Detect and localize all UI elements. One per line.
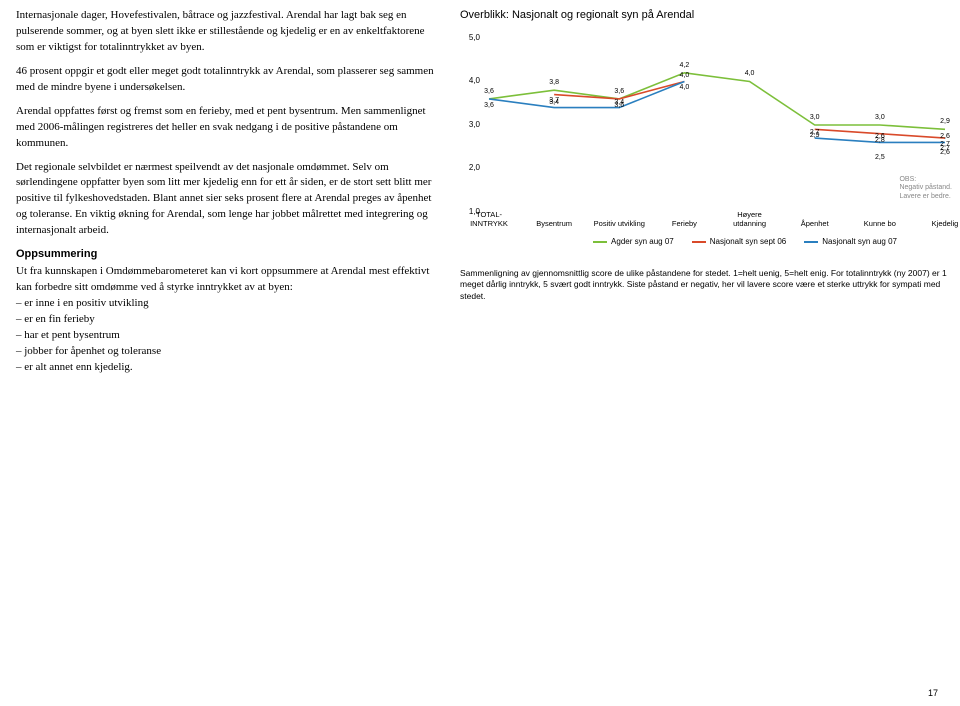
value-label: 3,4 — [614, 98, 624, 108]
summary-heading: Oppsummering — [16, 247, 436, 263]
chart-title: Overblikk: Nasjonalt og regionalt syn på… — [460, 8, 950, 24]
paragraph-2: 46 prosent oppgir et godt eller meget go… — [16, 64, 436, 96]
legend-swatch — [692, 241, 706, 243]
x-label: Kunne bo — [864, 220, 896, 228]
value-label: 3,0 — [875, 113, 885, 123]
y-tick: 4,0 — [460, 76, 480, 88]
x-label: Ferieby — [672, 220, 697, 228]
value-label: 3,4 — [549, 98, 559, 108]
value-label: 3,0 — [810, 113, 820, 123]
value-label: 2,9 — [940, 117, 950, 127]
x-label: Åpenhet — [801, 220, 829, 228]
value-label: 3,6 — [614, 87, 624, 97]
x-label: Bysentrum — [536, 220, 572, 228]
value-label-extra: 2,6 — [940, 148, 950, 158]
note-line-3: Lavere er bedre. — [899, 193, 952, 201]
value-label-extra: 2,5 — [875, 153, 885, 163]
bullet-1: – er inne i en positiv utvikling — [16, 296, 436, 312]
value-label: 3,6 — [484, 101, 494, 111]
value-label: 2,6 — [940, 132, 950, 142]
left-column: Internasjonale dager, Hovefestivalen, bå… — [16, 8, 436, 376]
plot-area: 3,63,63,83,73,43,63,63,44,24,04,04,03,02… — [484, 38, 950, 212]
overview-chart: 3,63,63,83,73,43,63,63,44,24,04,04,03,02… — [460, 38, 950, 238]
bullet-5: – er alt annet enn kjedelig. — [16, 360, 436, 376]
chart-legend: Agder syn aug 07 Nasjonalt syn sept 06 Nas… — [540, 236, 950, 248]
value-label: 3,6 — [484, 87, 494, 97]
value-label: 4,0 — [745, 69, 755, 79]
x-label: TOTAL-INNTRYKK — [470, 211, 508, 228]
value-label: 2,6 — [875, 132, 885, 142]
chart-svg — [484, 38, 950, 212]
paragraph-5: Ut fra kunnskapen i Omdømmebarometeret k… — [16, 264, 436, 296]
y-tick: 5,0 — [460, 32, 480, 44]
chart-note: OBS: Negativ påstand. Lavere er bedre. — [899, 176, 952, 201]
legend-swatch — [593, 241, 607, 243]
series-line — [554, 81, 945, 138]
bullet-2: – er en fin ferieby — [16, 312, 436, 328]
page-number: 17 — [928, 687, 938, 700]
value-label: 4,0 — [680, 83, 690, 93]
x-label: Høyereutdanning — [733, 211, 766, 228]
value-label: 2,7 — [810, 128, 820, 138]
bullet-3: – har et pent bysentrum — [16, 328, 436, 344]
legend-item: Agder syn aug 07 — [593, 236, 674, 248]
y-tick: 2,0 — [460, 163, 480, 175]
x-label: Kjedelig — [932, 220, 959, 228]
legend-swatch — [804, 241, 818, 243]
legend-label: Nasjonalt syn aug 07 — [822, 236, 897, 248]
legend-label: Nasjonalt syn sept 06 — [710, 236, 787, 248]
chart-caption: Sammenligning av gjennomsnittlig score d… — [460, 268, 950, 302]
value-label: 4,0 — [680, 71, 690, 81]
legend-label: Agder syn aug 07 — [611, 236, 674, 248]
y-tick: 3,0 — [460, 119, 480, 131]
note-line-2: Negativ påstand. — [899, 184, 952, 192]
right-column: Overblikk: Nasjonalt og regionalt syn på… — [460, 8, 950, 376]
legend-item: Nasjonalt syn sept 06 — [692, 236, 787, 248]
paragraph-3: Arendal oppfattes først og fremst som en… — [16, 104, 436, 152]
x-label: Positiv utvikling — [594, 220, 645, 228]
bullet-4: – jobber for åpenhet og toleranse — [16, 344, 436, 360]
legend-item: Nasjonalt syn aug 07 — [804, 236, 897, 248]
value-label: 3,8 — [549, 78, 559, 88]
paragraph-1: Internasjonale dager, Hovefestivalen, bå… — [16, 8, 436, 56]
value-label: 4,2 — [680, 61, 690, 71]
paragraph-4: Det regionale selvbildet er nærmest spei… — [16, 160, 436, 240]
